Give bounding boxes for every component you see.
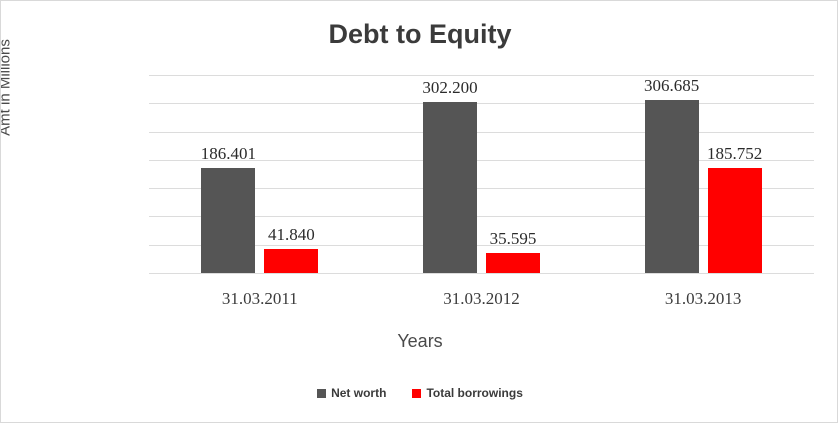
gridline — [149, 273, 814, 274]
chart-title: Debt to Equity — [328, 19, 512, 49]
gridline — [149, 131, 814, 133]
bar-total-borrowings-2[interactable] — [707, 167, 762, 273]
gridline — [149, 75, 814, 76]
plot-area: 350.000300.000250.000200.000150.000100.0… — [149, 75, 814, 274]
gridline — [149, 244, 814, 246]
legend-entry-1[interactable]: Total borrowings — [412, 386, 523, 400]
legend-entry-0[interactable]: Net worth — [317, 386, 386, 400]
legend-swatch-icon — [317, 388, 327, 398]
x-axis-title: Years — [397, 331, 443, 351]
gridline — [149, 216, 814, 218]
bar-total-borrowings-1[interactable] — [486, 252, 540, 273]
bar-net-worth-2[interactable] — [644, 99, 699, 273]
bar-value-label: 302.200 — [422, 78, 478, 98]
bar-value-label: 35.595 — [489, 228, 537, 248]
bar-net-worth-1[interactable] — [423, 102, 477, 273]
bar-net-worth-0[interactable] — [201, 167, 256, 273]
y-axis-title: Amt in Millions — [0, 39, 14, 136]
legend-swatch-icon — [412, 388, 422, 398]
legend-label: Net worth — [331, 386, 387, 400]
gridline — [149, 159, 814, 161]
bar-value-label: 41.840 — [267, 225, 315, 245]
x-axis-tick-label: 31.03.2013 — [664, 289, 742, 308]
bar-value-label: 186.401 — [200, 143, 256, 163]
gridline — [149, 103, 814, 105]
bar-value-label: 185.752 — [707, 143, 763, 163]
bar-total-borrowings-0[interactable] — [264, 249, 319, 273]
x-axis-tick-label: 31.03.2012 — [443, 289, 520, 308]
bar-value-label: 306.685 — [644, 75, 700, 95]
x-axis-tick-label: 31.03.2011 — [221, 289, 298, 308]
legend-label: Total borrowings — [426, 386, 523, 400]
gridline — [149, 188, 814, 190]
chart-legend: Net worth Total borrowings — [1, 386, 837, 400]
